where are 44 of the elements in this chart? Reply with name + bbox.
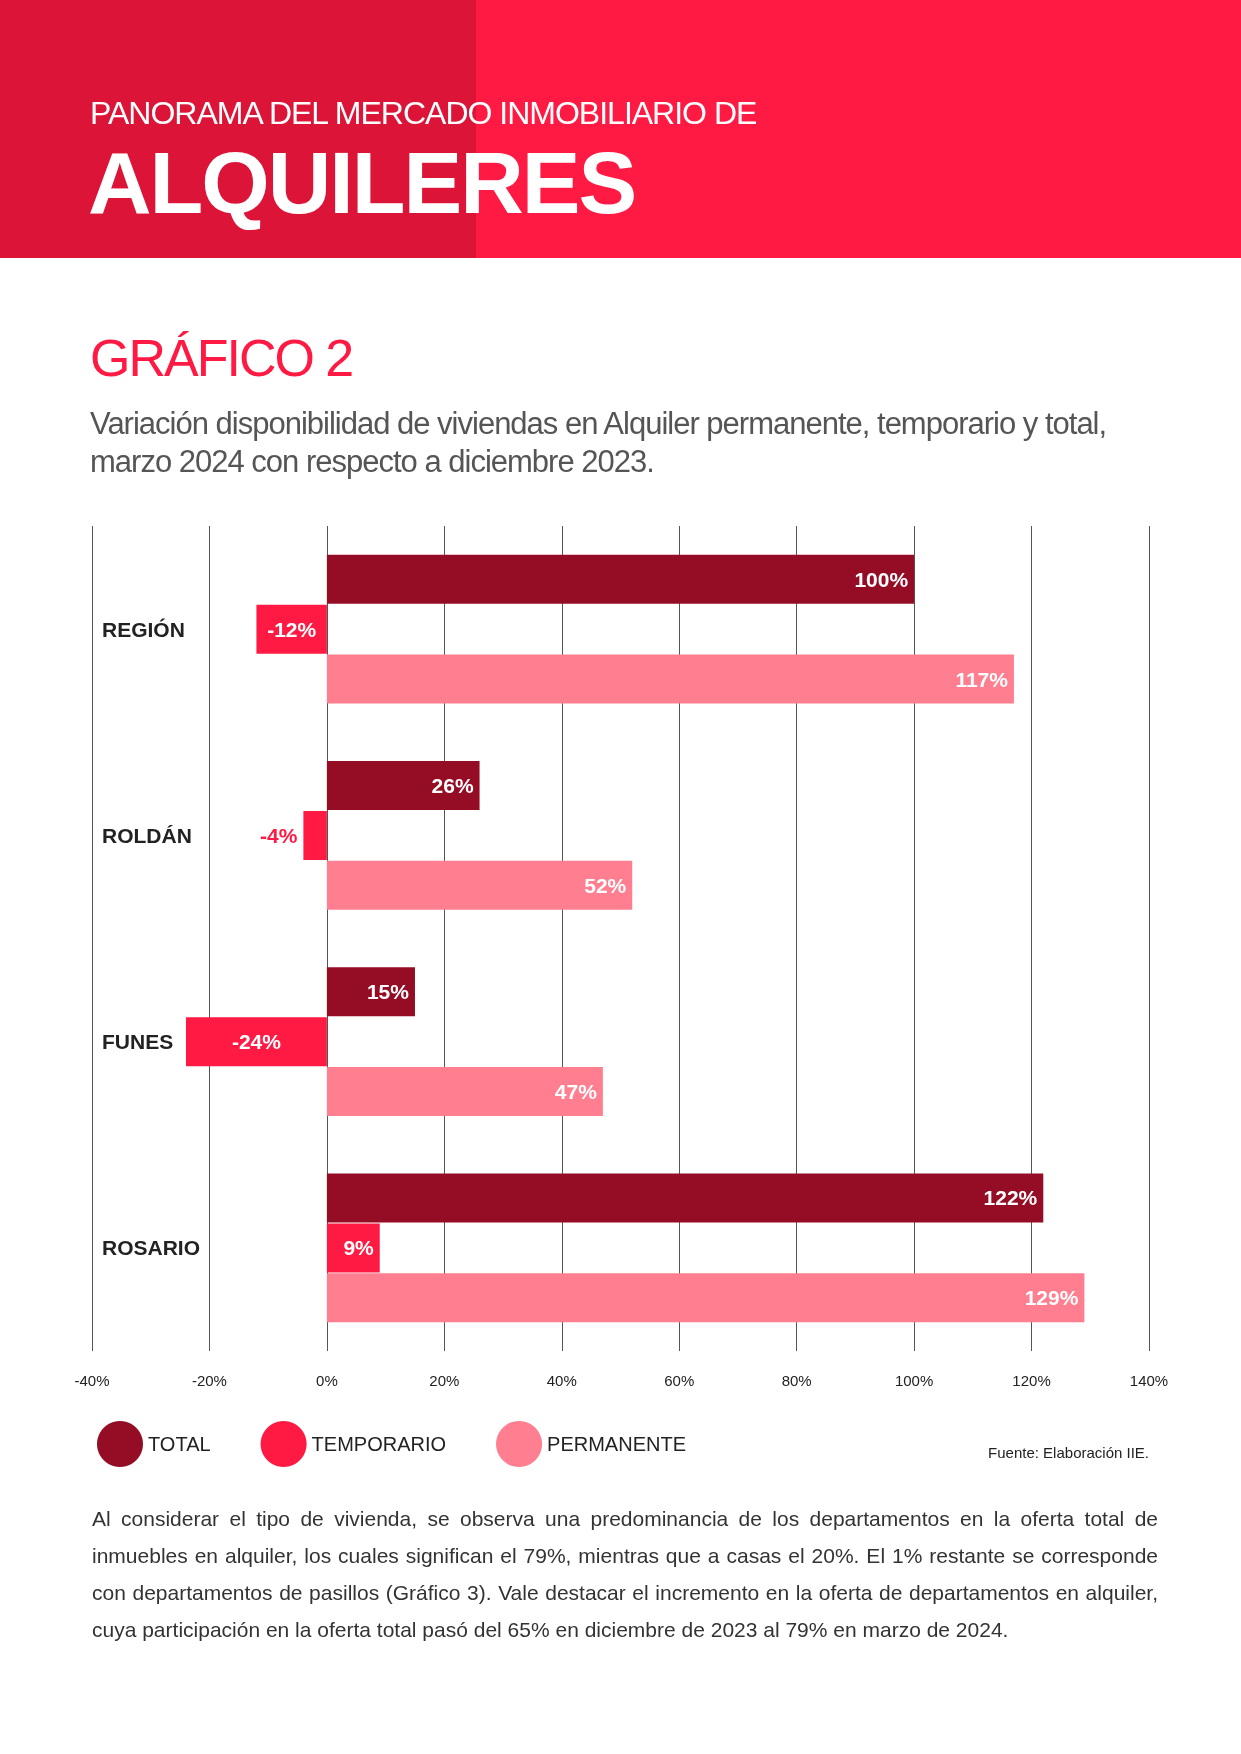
text: Al considerar el tipo de vivienda, se observa una predominancia de los departamentos en la oferta total de inmuebles en alquiler, los cuales significan el 79%, mientras que a casas el 20%. El 1% restante se corresponde con departamentos de pasillos (Gráfico 3). Vale destacar el incremento en la oferta de departamentos en alquiler, cuya participación en la oferta total pasó del 65% en diciembre de 2023 al 79% en marzo de 2024. [92,1506,1158,1643]
x-tick-label: 140% [1129,1372,1169,1389]
x-tick-label: 60% [664,1372,695,1389]
data-label: 100% [854,567,909,591]
source-note: Fuente: Elaboración IIE. [988,1444,1150,1461]
bar [326,1173,1044,1223]
bar [326,967,415,1017]
y-tick-label: ROSARIO [102,1236,201,1260]
data-label: 47% [554,1080,598,1104]
data-label: 26% [431,773,474,797]
x-tick-label: -40% [74,1372,110,1389]
data-label: 9% [343,1236,375,1260]
bar [326,860,633,910]
x-tick-label: 80% [781,1372,812,1389]
chart-title: PANORAMA DEL MERCADO INMOBILIARIO DE ALQUILERES [88,95,757,234]
data-label: 129% [1024,1286,1079,1310]
data-label: 52% [584,873,627,897]
chart-subtitle: GRÁFICO 2 Variación disponibilidad de viviendas en Alquiler permanente, temporario y total, marzo 2024 con respecto a diciembre 2023. [90,328,1108,481]
x-tick-label: 40% [546,1372,577,1389]
data-label: -12% [267,617,317,641]
x-tick-label: -20% [191,1372,227,1389]
bar [185,1017,327,1067]
y-tick-label: ROLDÁN [102,823,192,847]
bar [326,654,1014,704]
bar [326,1273,1085,1323]
bar [303,810,327,860]
bar [256,604,327,654]
x-tick-label: 20% [429,1372,460,1389]
data-label: -24% [231,1030,282,1054]
x-tick-label: 120% [1012,1372,1051,1389]
legend-label: TOTAL [148,1433,211,1455]
data-label: 15% [366,980,410,1004]
data-label: 117% [955,667,1009,691]
bar [326,760,480,810]
bar [326,1067,603,1117]
y-tick-label: FUNES [102,1030,174,1054]
legend-label: TEMPORARIO [311,1433,447,1455]
data-label: 122% [983,1186,1038,1210]
data-label: -4% [260,823,298,847]
x-tick-label: 0% [316,1372,338,1389]
legend-label: PERMANENTE [547,1433,686,1455]
x-tick-label: 100% [894,1372,934,1389]
bar [326,554,915,604]
y-tick-label: REGIÓN [102,617,185,641]
